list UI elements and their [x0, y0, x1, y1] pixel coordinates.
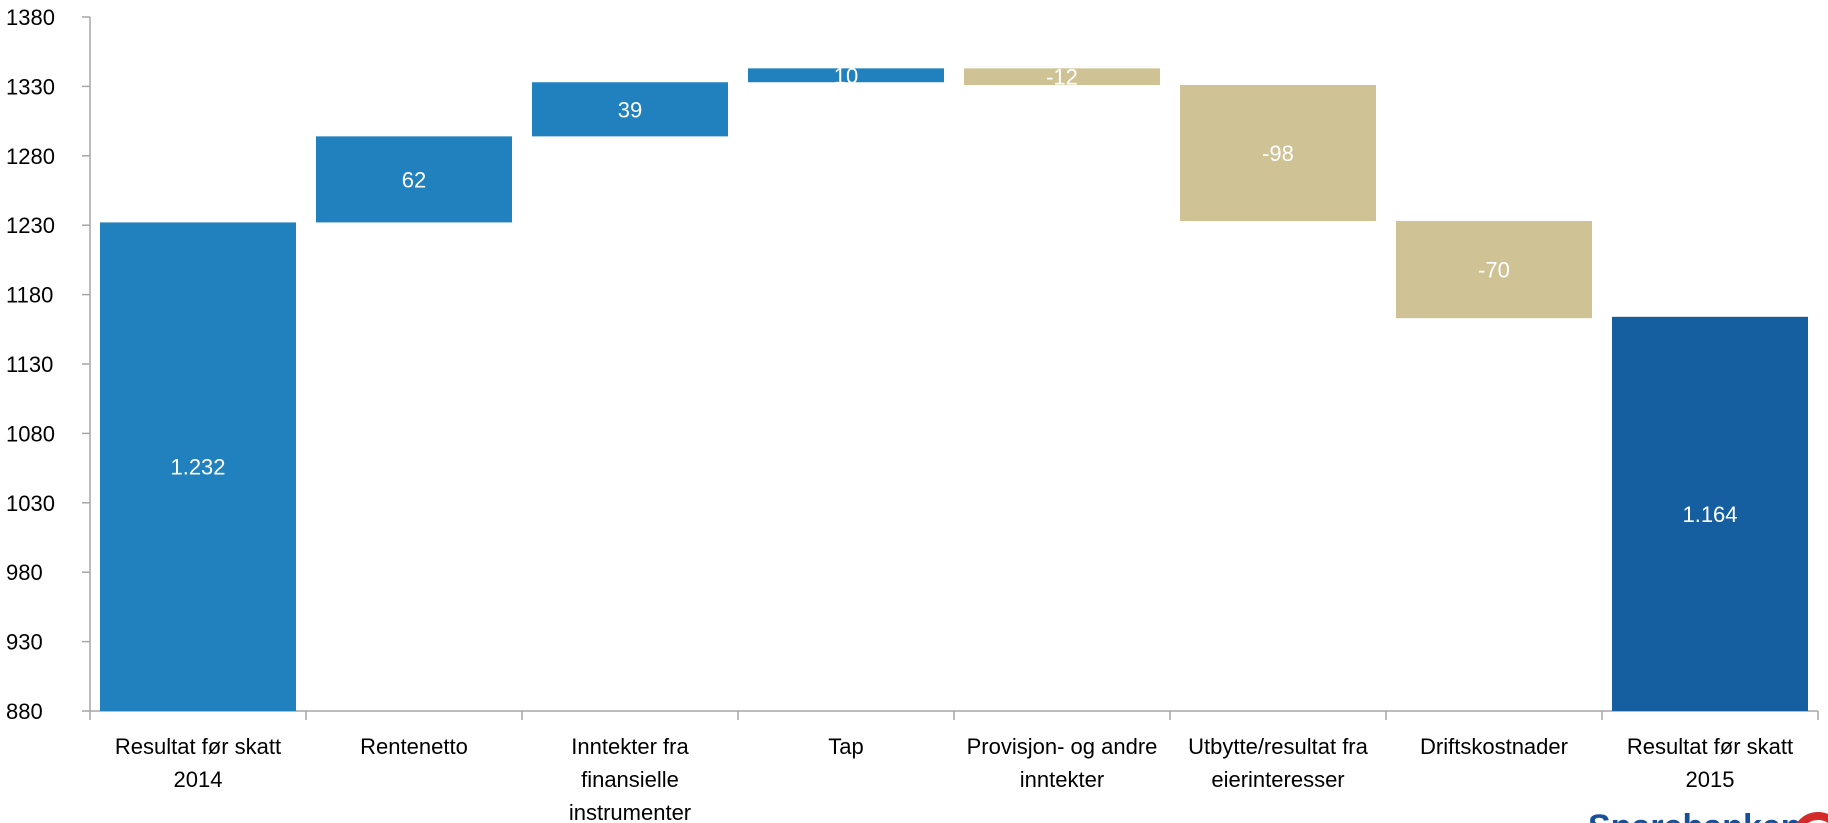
category-label-line: Utbytte/resultat fra — [1188, 734, 1369, 759]
y-tick-label: 1080 — [6, 421, 55, 446]
category-label-line: 2014 — [174, 767, 223, 792]
bar — [100, 222, 296, 711]
bar — [748, 68, 944, 83]
category-label-line: 2015 — [1686, 767, 1735, 792]
brand-logo: Sparebanken — [1588, 808, 1828, 823]
category-labels: Resultat før skatt 2014 Rentenetto Inntekte… — [115, 734, 1793, 823]
y-tick-label: 1330 — [6, 74, 55, 99]
y-tick-label: 1030 — [6, 491, 55, 516]
bar-data-label: 1.164 — [1682, 502, 1737, 527]
axes — [82, 16, 1819, 720]
category-label-line: eierinteresser — [1211, 767, 1344, 792]
y-tick-label: 1380 — [6, 5, 55, 30]
logo-text: Sparebanken — [1588, 808, 1802, 823]
bar — [1612, 316, 1808, 711]
bar — [532, 82, 728, 137]
category-label-line: Driftskostnader — [1420, 734, 1568, 759]
category-label: Resultat før skatt 2014 — [115, 734, 281, 792]
category-label: Utbytte/resultat fra eierinteresser — [1188, 734, 1369, 792]
bar — [316, 136, 512, 223]
category-label: Tap — [828, 734, 863, 759]
category-label-line: inntekter — [1020, 767, 1104, 792]
category-label-line: Tap — [828, 734, 863, 759]
logo-mark-icon — [1796, 812, 1828, 823]
category-label-line: finansielle — [581, 767, 679, 792]
bars: 1.232 62 39 10 -12 -98 -70 1.164 — [100, 63, 1808, 711]
bar — [964, 68, 1160, 86]
y-tick-label: 980 — [6, 560, 43, 585]
bar-data-label: 10 — [834, 63, 858, 88]
bar-data-label: 39 — [618, 97, 642, 122]
category-label: Rentenetto — [360, 734, 468, 759]
category-label: Provisjon- og andre inntekter — [967, 734, 1158, 792]
bar — [1396, 221, 1592, 319]
category-label-line: Inntekter fra — [571, 734, 689, 759]
y-tick-label: 880 — [6, 699, 43, 724]
y-tick-label: 1130 — [6, 352, 53, 377]
bar — [1180, 85, 1376, 222]
category-label-line: Resultat før skatt — [1627, 734, 1793, 759]
y-tick-label: 1230 — [6, 213, 55, 238]
category-label-line: Rentenetto — [360, 734, 468, 759]
bar-data-label: -98 — [1262, 141, 1294, 166]
y-tick-label: 1180 — [6, 283, 53, 308]
y-tick-label: 930 — [6, 630, 43, 655]
bar-data-label: 62 — [402, 167, 426, 192]
category-label: Driftskostnader — [1420, 734, 1568, 759]
category-label: Inntekter fra finansielle instrumenter — [569, 734, 691, 823]
category-label-line: Provisjon- og andre — [967, 734, 1158, 759]
y-tick-label: 1280 — [6, 144, 55, 169]
bar-data-label: -70 — [1478, 258, 1510, 283]
bar-data-label: -12 — [1046, 65, 1078, 90]
category-label-line: instrumenter — [569, 800, 691, 823]
bar-data-label: 1.232 — [170, 455, 225, 480]
category-label-line: Resultat før skatt — [115, 734, 281, 759]
y-tick-labels: 880 930 980 1030 1080 1130 1180 1230 1280 1330 138… — [6, 5, 55, 724]
category-label: Resultat før skatt 2015 — [1627, 734, 1793, 792]
